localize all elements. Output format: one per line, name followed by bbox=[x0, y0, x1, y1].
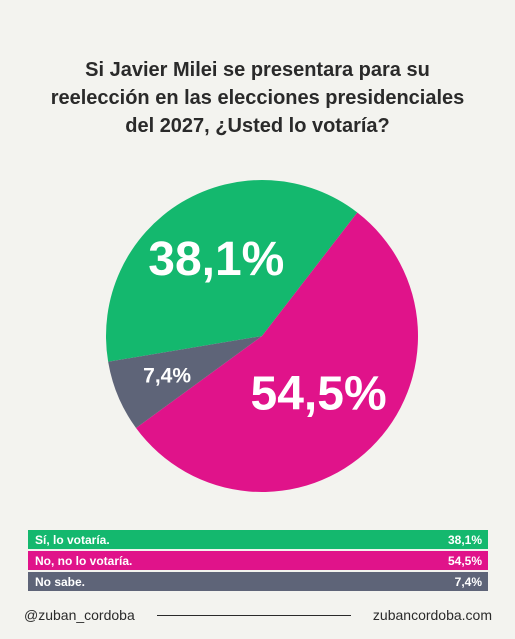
pie-label-no: 54,5% bbox=[251, 368, 387, 421]
legend-row-yes: Sí, lo votaría. 38,1% bbox=[28, 530, 488, 549]
pie-slice-no bbox=[136, 212, 419, 493]
footer-website: zubancordoba.com bbox=[372, 607, 492, 623]
footer: @zuban_cordoba zubancordoba.com bbox=[24, 604, 492, 626]
title-line-3: del 2027, ¿Usted lo votaría? bbox=[125, 115, 390, 137]
legend-label-unknown: No sabe. bbox=[35, 574, 86, 589]
legend: Sí, lo votaría. 38,1% No, no lo votaría.… bbox=[28, 530, 488, 593]
pie-chart: 38,1% 54,5% 7,4% bbox=[106, 180, 419, 493]
legend-row-unknown: No sabe. 7,4% bbox=[28, 572, 488, 591]
chart-title: Si Javier Milei se presentara para su re… bbox=[20, 56, 495, 140]
title-line-1: Si Javier Milei se presentara para su bbox=[85, 59, 430, 81]
footer-divider bbox=[156, 614, 351, 616]
title-line-2: reelección en las elecciones presidencia… bbox=[50, 87, 465, 109]
legend-value-unknown: 7,4% bbox=[454, 574, 482, 589]
pie-slice-unknown bbox=[108, 336, 263, 429]
footer-handle: @zuban_cordoba bbox=[24, 607, 135, 623]
legend-value-yes: 38,1% bbox=[447, 532, 482, 547]
legend-row-no: No, no lo votaría. 54,5% bbox=[28, 551, 488, 570]
legend-label-no: No, no lo votaría. bbox=[35, 553, 133, 568]
pie-label-unknown: 7,4% bbox=[143, 364, 191, 387]
legend-label-yes: Sí, lo votaría. bbox=[35, 532, 110, 547]
pie-label-yes: 38,1% bbox=[148, 233, 284, 286]
legend-value-no: 54,5% bbox=[447, 553, 482, 568]
pie-slice-yes bbox=[106, 180, 358, 362]
